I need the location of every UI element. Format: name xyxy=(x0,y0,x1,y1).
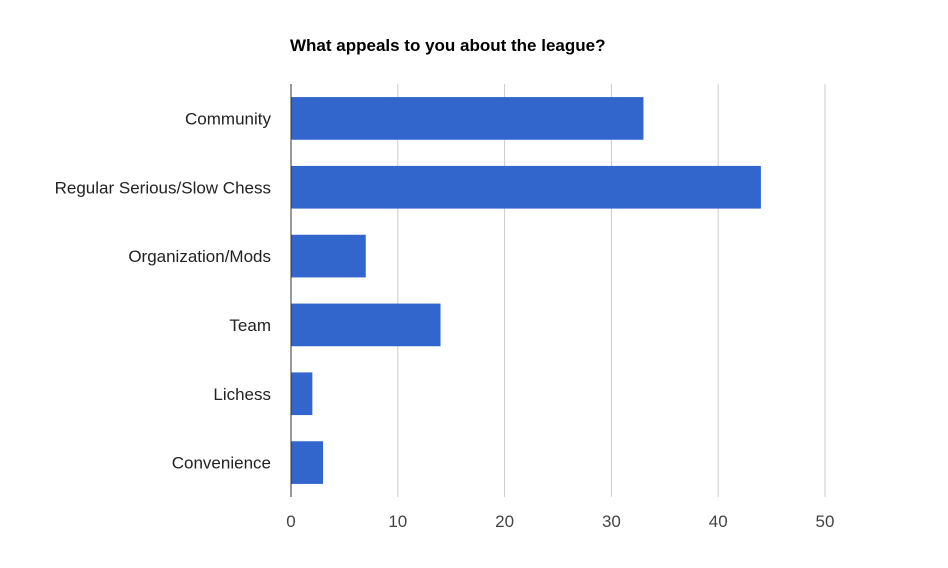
x-tick-label: 10 xyxy=(388,512,407,531)
x-tick-labels: 0 10 20 30 40 50 xyxy=(286,512,834,531)
category-label: Community xyxy=(185,109,271,128)
x-tick-label: 20 xyxy=(495,512,514,531)
chart-title: What appeals to you about the league? xyxy=(290,36,605,55)
bar-lichess xyxy=(291,372,313,416)
bar-organization-mods xyxy=(291,234,366,278)
bars xyxy=(291,97,761,484)
x-tick-label: 30 xyxy=(602,512,621,531)
bar-convenience xyxy=(291,441,324,484)
x-tick-label: 0 xyxy=(286,512,295,531)
x-tick-label: 50 xyxy=(816,512,835,531)
grid-lines xyxy=(397,84,826,497)
category-label: Organization/Mods xyxy=(128,247,271,266)
category-label: Lichess xyxy=(213,385,271,404)
bar-regular-serious-slow-chess xyxy=(291,165,761,209)
category-labels: Community Regular Serious/Slow Chess Organ… xyxy=(55,109,272,472)
bar-community xyxy=(291,97,644,140)
category-label: Team xyxy=(229,316,271,335)
category-label: Regular Serious/Slow Chess xyxy=(55,178,271,197)
x-tick-label: 40 xyxy=(709,512,728,531)
category-label: Convenience xyxy=(172,454,271,473)
bar-team xyxy=(291,303,441,347)
